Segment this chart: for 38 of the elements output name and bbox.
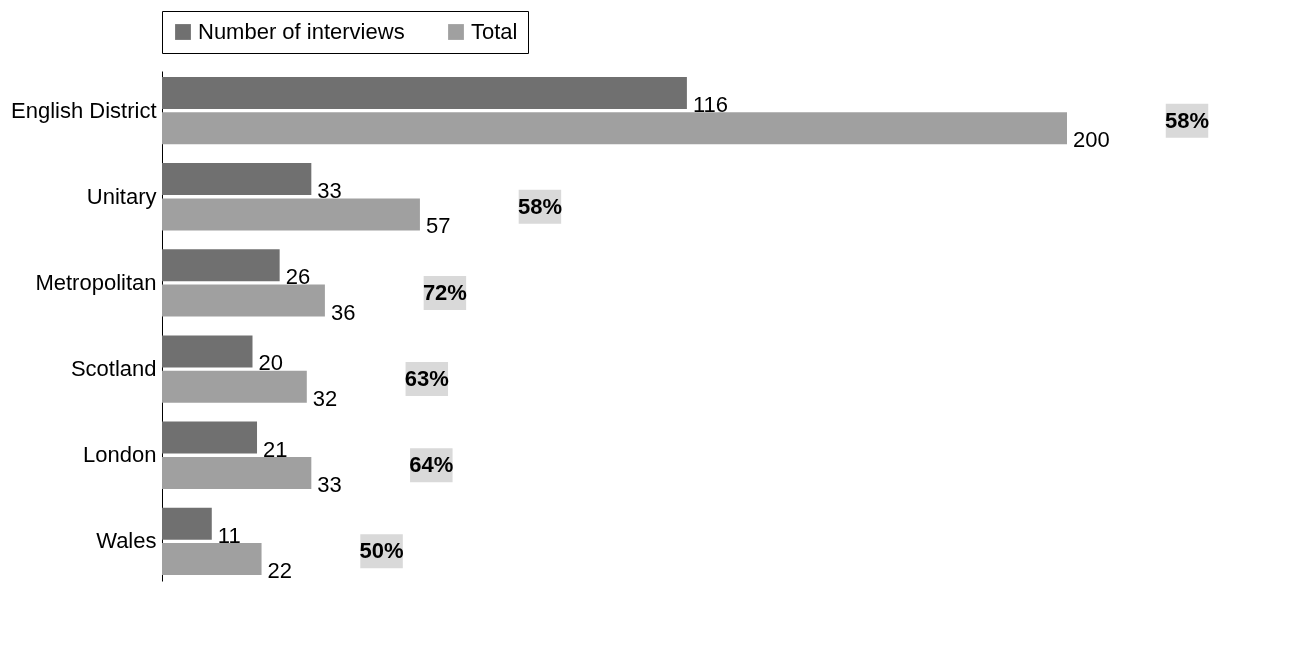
bar bbox=[162, 370, 307, 403]
data-label: 200 bbox=[1073, 127, 1110, 153]
legend-label: Total bbox=[471, 19, 518, 44]
data-label: 33 bbox=[317, 178, 342, 204]
bar bbox=[162, 249, 280, 282]
annotation: 58% bbox=[517, 193, 562, 219]
y-tick-label: Scotland bbox=[70, 356, 157, 382]
bar bbox=[162, 543, 262, 576]
y-tick-label: Unitary bbox=[86, 183, 157, 209]
annotation: 64% bbox=[409, 452, 454, 478]
bar bbox=[162, 456, 312, 489]
bar bbox=[162, 507, 212, 540]
annotation: 63% bbox=[404, 366, 449, 392]
bar bbox=[162, 163, 312, 196]
data-label: 33 bbox=[317, 471, 342, 497]
data-label: 36 bbox=[330, 299, 356, 325]
annotation: 50% bbox=[359, 538, 404, 564]
bar bbox=[162, 421, 258, 454]
data-label: 116 bbox=[692, 91, 728, 117]
text: 58% bbox=[1164, 107, 1210, 133]
data-label: 32 bbox=[312, 385, 338, 411]
data-label: 20 bbox=[258, 350, 283, 376]
bar bbox=[162, 198, 420, 231]
bar bbox=[162, 284, 325, 317]
bar bbox=[162, 335, 253, 368]
data-label: 26 bbox=[285, 264, 311, 290]
data-label: 21 bbox=[263, 436, 288, 462]
y-tick-label: Metropolitan bbox=[35, 269, 157, 295]
y-tick-label: English District bbox=[11, 97, 157, 123]
data-label: 57 bbox=[425, 213, 451, 239]
bar bbox=[162, 76, 687, 109]
y-tick-label: London bbox=[83, 442, 157, 468]
data-label: 11 bbox=[217, 522, 241, 548]
y-tick-label: Wales bbox=[96, 528, 157, 554]
data-label: 22 bbox=[267, 558, 293, 584]
legend-label: Number of interviews bbox=[198, 19, 405, 44]
annotation: 72% bbox=[422, 279, 467, 305]
bar bbox=[162, 112, 1067, 145]
